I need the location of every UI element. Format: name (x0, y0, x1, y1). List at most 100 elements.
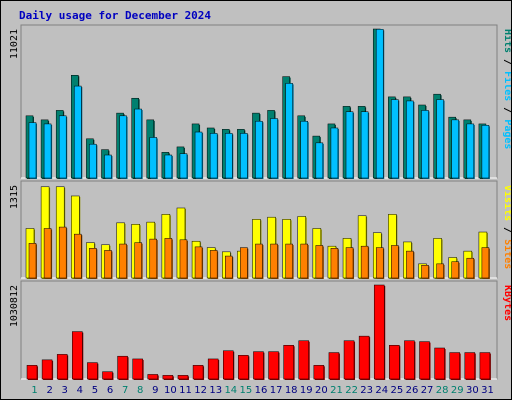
legend-sites: Sites (502, 239, 511, 269)
kbytes-bar-day-16 (253, 351, 264, 380)
kbytes-bar-day-1 (26, 365, 38, 380)
kbytes-bar-day-31 (479, 352, 491, 380)
x-tick-day-15: 15 (240, 385, 253, 396)
sites-bar-day-13 (209, 250, 218, 279)
x-tick-day-18: 18 (285, 385, 298, 396)
ymax-label-panel-2: 1315 (9, 185, 20, 209)
x-tick-day-5: 5 (92, 385, 98, 396)
x-tick-day-9: 9 (152, 385, 158, 396)
x-tick-day-26: 26 (406, 385, 419, 396)
sites-bar-day-17 (270, 243, 278, 279)
sites-bar-day-19 (300, 243, 308, 279)
x-tick-day-11: 11 (179, 385, 192, 396)
files-bar-day-26 (406, 100, 414, 179)
sites-bar-day-24 (375, 247, 384, 279)
sites-bar-day-12 (194, 246, 203, 279)
sites-bar-day-28 (436, 263, 444, 279)
legend-panel-2: Visits / Sites (502, 185, 511, 269)
sites-bar-day-21 (330, 248, 339, 279)
files-bar-day-5 (89, 143, 97, 179)
x-tick-day-23: 23 (360, 385, 373, 396)
kbytes-bar-day-26 (404, 340, 415, 380)
x-tick-day-19: 19 (300, 385, 313, 396)
sites-bar-day-25 (391, 245, 399, 279)
x-tick-day-10: 10 (164, 385, 177, 396)
files-bar-day-17 (270, 118, 278, 179)
files-bar-day-6 (104, 154, 112, 179)
x-tick-day-2: 2 (46, 385, 52, 396)
kbytes-bar-day-30 (464, 352, 476, 380)
files-bar-day-15 (240, 133, 248, 179)
files-bar-day-11 (179, 153, 188, 179)
sites-bar-day-26 (406, 250, 414, 279)
x-tick-day-16: 16 (255, 385, 268, 396)
kbytes-bar-day-12 (192, 365, 204, 380)
files-bar-day-16 (255, 120, 263, 179)
files-bar-day-10 (164, 154, 173, 179)
x-tick-day-7: 7 (122, 385, 128, 396)
files-bar-day-9 (149, 137, 158, 179)
kbytes-bar-day-23 (358, 335, 370, 380)
legend-hits: Hits (502, 29, 511, 53)
sites-bar-day-14 (225, 255, 233, 279)
files-bar-day-19 (300, 120, 308, 179)
files-bar-day-3 (58, 115, 67, 179)
sites-bar-day-3 (58, 226, 67, 279)
sites-bar-day-6 (104, 250, 112, 279)
x-tick-day-4: 4 (77, 385, 83, 396)
files-bar-day-27 (421, 110, 429, 179)
legend-separator: / (502, 101, 511, 119)
sites-bar-day-31 (481, 247, 490, 279)
files-bar-day-23 (360, 111, 369, 179)
files-bar-day-30 (466, 123, 475, 179)
kbytes-bar-day-17 (268, 351, 279, 380)
x-tick-day-22: 22 (345, 385, 358, 396)
kbytes-bar-day-22 (343, 340, 355, 380)
sites-bar-day-2 (43, 228, 52, 279)
kbytes-bar-day-5 (87, 362, 98, 380)
files-bar-day-29 (451, 119, 459, 179)
kbytes-bar-day-14 (223, 350, 234, 380)
sites-bar-day-23 (360, 245, 369, 279)
kbytes-bar-day-21 (328, 352, 340, 380)
x-tick-day-17: 17 (270, 385, 283, 396)
files-bar-day-31 (481, 125, 490, 179)
files-bar-day-24 (375, 29, 384, 179)
legend-panel-1: Hits / Files / Pages (502, 29, 511, 149)
kbytes-bar-day-11 (177, 375, 189, 380)
x-tick-day-29: 29 (451, 385, 464, 396)
sites-bar-day-16 (255, 243, 263, 279)
kbytes-bar-day-20 (313, 365, 325, 380)
x-tick-day-8: 8 (137, 385, 143, 396)
kbytes-bar-day-3 (56, 354, 68, 380)
files-bar-day-14 (225, 133, 233, 179)
files-bar-day-1 (28, 122, 37, 179)
sites-bar-day-10 (164, 238, 173, 279)
kbytes-bar-day-7 (117, 355, 128, 380)
sites-bar-day-4 (74, 233, 82, 279)
sites-bar-day-11 (179, 239, 188, 279)
sites-bar-day-27 (421, 265, 429, 279)
legend-separator: / (502, 221, 511, 239)
sites-bar-day-22 (345, 247, 354, 279)
x-tick-day-20: 20 (315, 385, 328, 396)
sites-bar-day-7 (119, 243, 127, 279)
kbytes-bar-day-8 (132, 358, 143, 380)
kbytes-bar-day-28 (434, 347, 445, 380)
ymax-label-panel-1: 11021 (9, 29, 20, 59)
x-tick-day-28: 28 (436, 385, 449, 396)
x-tick-day-12: 12 (194, 385, 207, 396)
x-tick-day-30: 30 (466, 385, 479, 396)
legend-files: Files (502, 71, 511, 101)
files-bar-day-22 (345, 111, 354, 179)
kbytes-bar-day-13 (207, 358, 219, 380)
files-bar-day-2 (43, 123, 52, 179)
kbytes-bar-day-4 (72, 331, 83, 380)
ymax-label-panel-3: 1030812 (9, 285, 20, 327)
x-tick-day-14: 14 (224, 385, 237, 396)
kbytes-bar-day-6 (102, 371, 113, 380)
x-tick-day-21: 21 (330, 385, 343, 396)
files-bar-day-25 (391, 99, 399, 179)
kbytes-bar-day-27 (419, 341, 430, 380)
